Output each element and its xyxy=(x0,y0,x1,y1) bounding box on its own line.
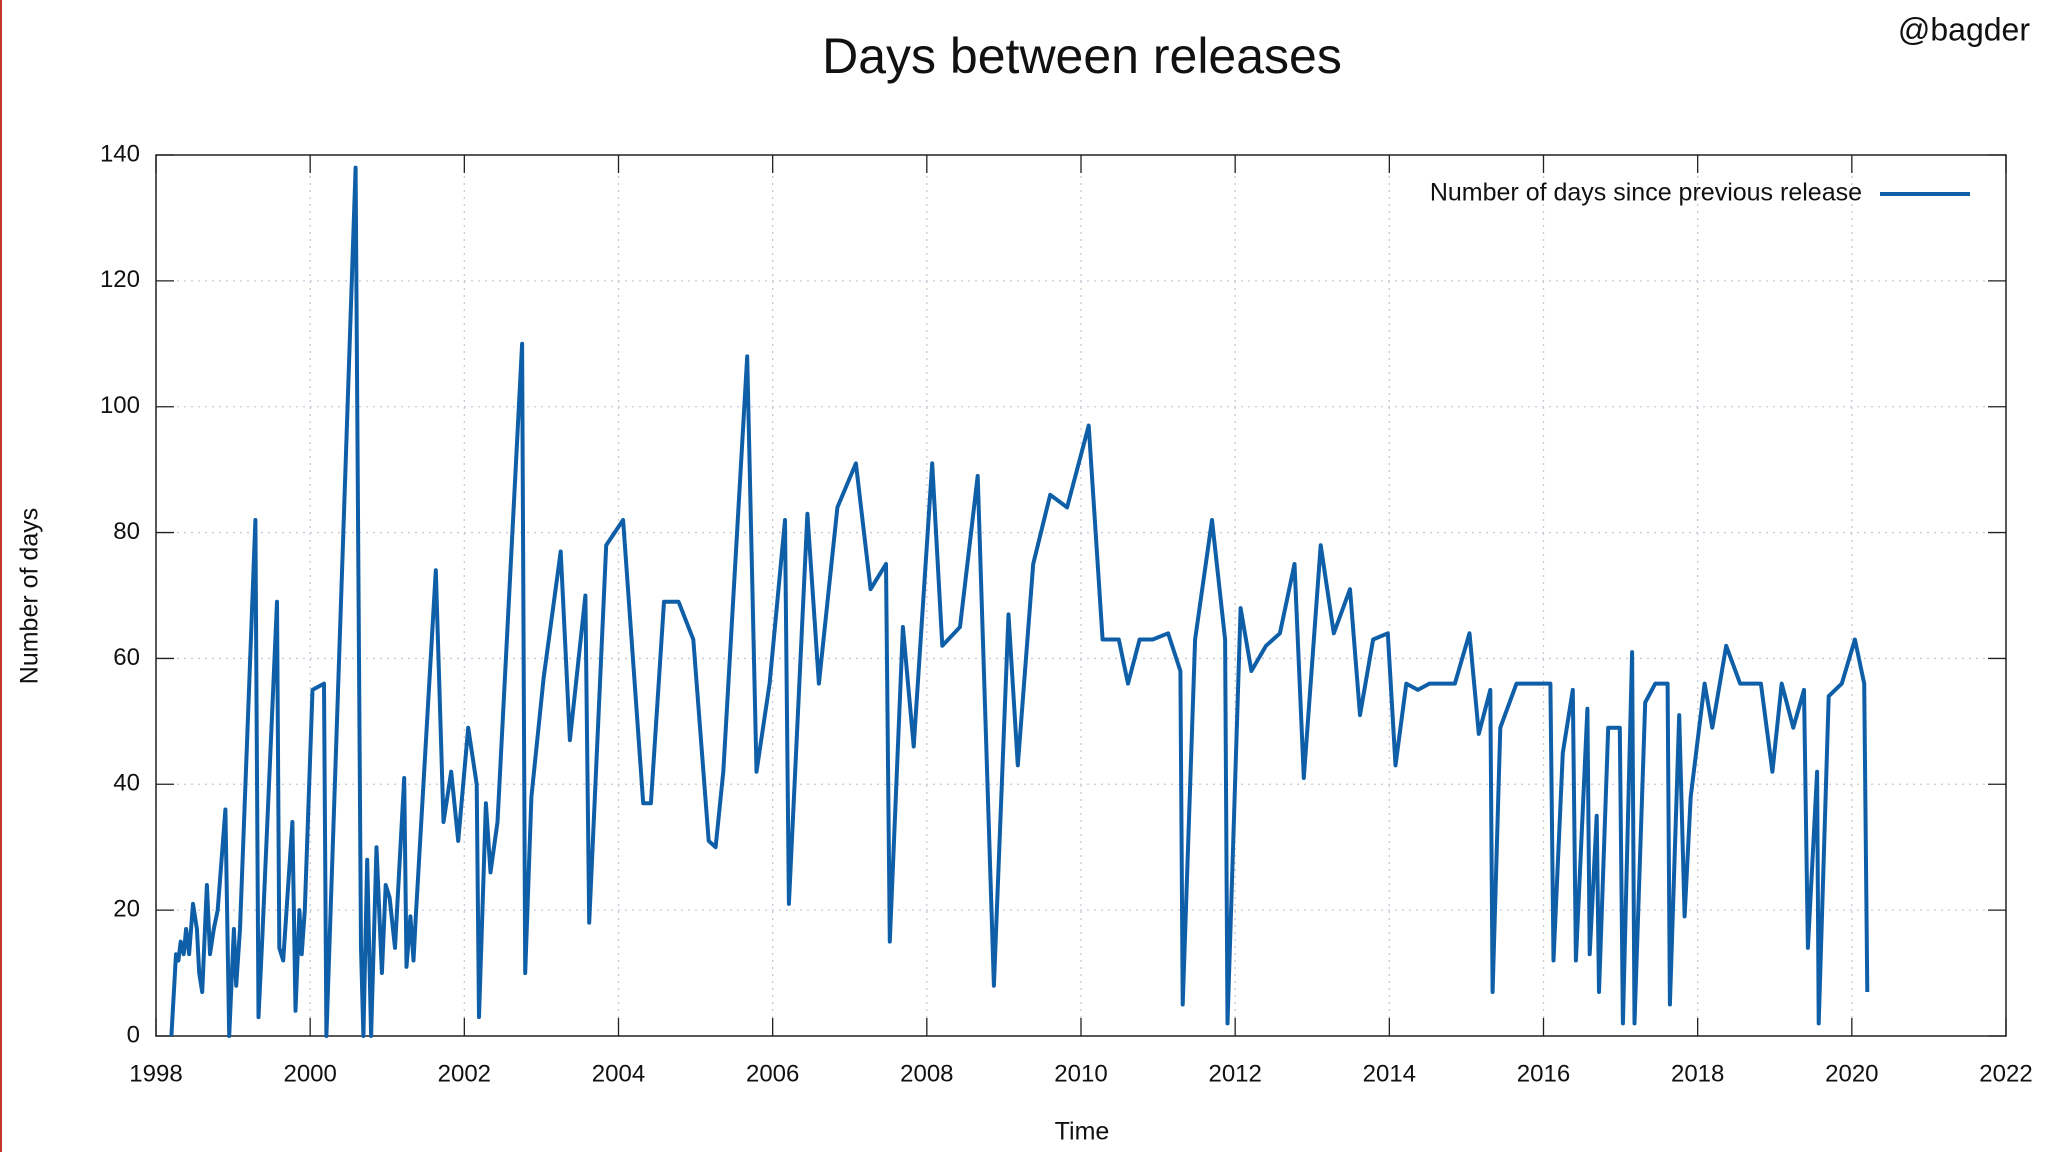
x-tick-label: 2008 xyxy=(900,1060,953,1087)
legend-label: Number of days since previous release xyxy=(1430,179,1862,207)
x-tick-label: 2006 xyxy=(746,1060,799,1087)
x-axis-label: Time xyxy=(1055,1118,1110,1146)
left-edge xyxy=(0,0,2,1152)
x-tick-label: 2004 xyxy=(592,1060,645,1087)
y-tick-label: 20 xyxy=(113,895,140,922)
x-tick-label: 2016 xyxy=(1517,1060,1570,1087)
y-tick-label: 40 xyxy=(113,770,140,797)
watermark: @bagder xyxy=(1898,11,2030,47)
x-tick-label: 2014 xyxy=(1363,1060,1416,1087)
y-tick-label: 0 xyxy=(127,1021,140,1048)
y-tick-label: 60 xyxy=(113,644,140,671)
x-tick-label: 2000 xyxy=(283,1060,336,1087)
x-tick-label: 2020 xyxy=(1825,1060,1878,1087)
y-tick-label: 80 xyxy=(113,518,140,545)
data-line xyxy=(169,165,1870,1038)
x-tick-label: 2018 xyxy=(1671,1060,1724,1087)
x-tick-label: 2022 xyxy=(1979,1060,2032,1087)
y-axis-label: Number of days xyxy=(16,508,44,684)
chart-title: Days between releases xyxy=(822,28,1342,84)
x-tick-label: 2010 xyxy=(1054,1060,1107,1087)
y-tick-label: 120 xyxy=(100,266,140,293)
y-tick-label: 140 xyxy=(100,140,140,167)
plot-frame xyxy=(155,154,2007,1037)
x-tick-label: 1998 xyxy=(129,1060,182,1087)
x-tick-label: 2012 xyxy=(1208,1060,1261,1087)
y-tick-label: 100 xyxy=(100,392,140,419)
x-tick-label: 2002 xyxy=(438,1060,491,1087)
